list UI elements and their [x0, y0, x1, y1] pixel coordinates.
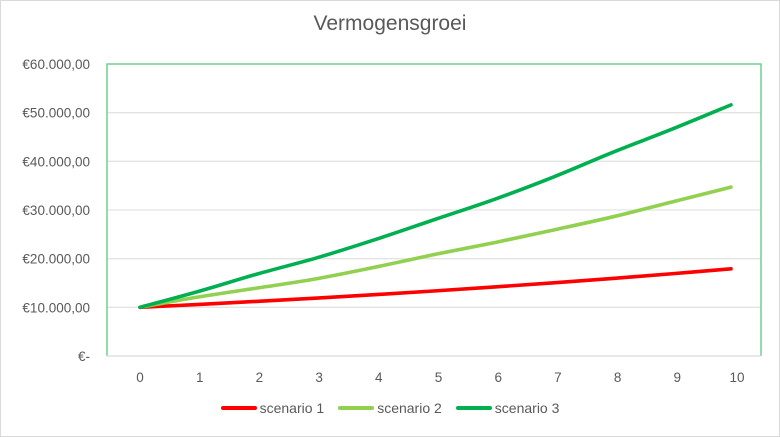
x-tick-label: 8	[614, 370, 622, 385]
x-tick-label: 7	[554, 370, 562, 385]
series-line-scenario-3	[138, 103, 733, 310]
legend-item-scenario-3: scenario 3	[455, 400, 560, 416]
legend-label: scenario 2	[377, 400, 442, 416]
x-tick-label: 2	[256, 370, 264, 385]
series-line-scenario-1	[138, 267, 733, 310]
x-tick-label: 10	[729, 370, 744, 385]
chart-legend: scenario 1 scenario 2 scenario 3	[0, 400, 780, 416]
series-line-scenario-2	[138, 185, 733, 310]
y-tick-label: €60.000,00	[22, 57, 90, 72]
plot-border	[106, 63, 762, 356]
y-tick-label: €40.000,00	[22, 154, 90, 169]
x-tick-label: 1	[196, 370, 204, 385]
chart-title: Vermogensgroei	[313, 12, 467, 35]
legend-swatch	[455, 406, 492, 410]
x-tick-label: 3	[315, 370, 323, 385]
x-tick-label: 4	[375, 370, 383, 385]
y-tick-label: €10.000,00	[22, 300, 90, 315]
legend-swatch	[338, 406, 375, 410]
legend-label: scenario 1	[259, 400, 325, 416]
y-tick-label: €30.000,00	[22, 203, 90, 218]
y-tick-label: €20.000,00	[22, 252, 90, 267]
x-tick-label: 0	[136, 370, 144, 385]
x-tick-label: 5	[435, 370, 443, 385]
legend-label: scenario 3	[494, 400, 560, 416]
legend-swatch	[220, 406, 257, 410]
x-tick-label: 6	[494, 370, 502, 385]
legend-item-scenario-2: scenario 2	[338, 400, 442, 416]
y-tick-label: €-	[78, 349, 90, 364]
x-tick-label: 9	[674, 370, 682, 385]
legend-item-scenario-1: scenario 1	[220, 400, 325, 416]
y-tick-label: €50.000,00	[22, 106, 90, 121]
